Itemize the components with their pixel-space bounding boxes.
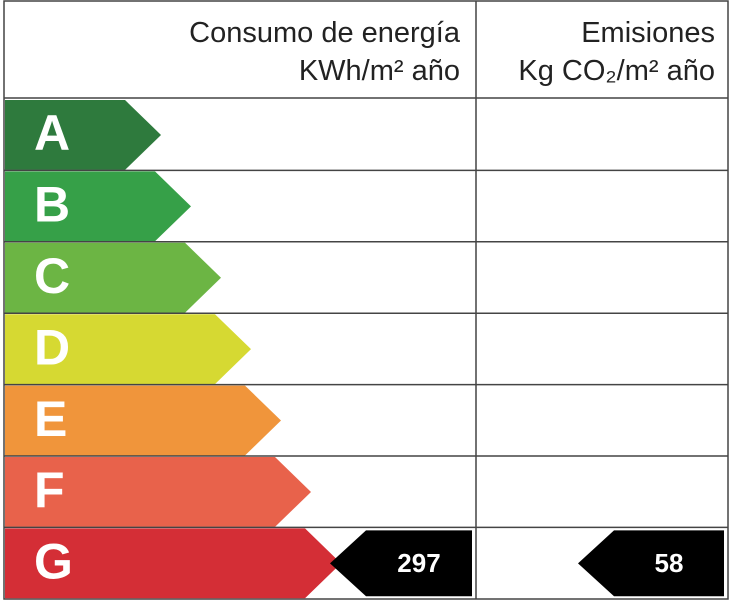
rating-arrow (5, 528, 341, 599)
rating-arrow (5, 385, 281, 456)
rating-arrow (5, 242, 221, 313)
emissions-title: Emisiones (581, 17, 715, 49)
indicator-value: 58 (655, 548, 684, 578)
emissions-unit: Kg CO₂/m² año (518, 55, 715, 87)
rating-letter: E (34, 391, 67, 447)
rating-letter: G (34, 534, 73, 590)
indicator-arrow (330, 530, 472, 597)
indicator-value: 297 (397, 548, 440, 578)
rating-arrow (5, 457, 311, 527)
rating-letter: A (34, 105, 70, 161)
rating-letter: D (34, 319, 70, 375)
rating-arrow (5, 171, 191, 242)
energy-title: Consumo de energía (189, 17, 461, 49)
energy-unit: KWh/m² año (299, 55, 460, 87)
rating-arrow (5, 100, 161, 170)
indicator-arrow (578, 530, 724, 597)
rating-letter: B (34, 177, 70, 233)
rating-letter: F (34, 462, 65, 518)
frame (3, 0, 729, 600)
rating-arrow (5, 314, 251, 385)
rating-letter: C (34, 248, 70, 304)
